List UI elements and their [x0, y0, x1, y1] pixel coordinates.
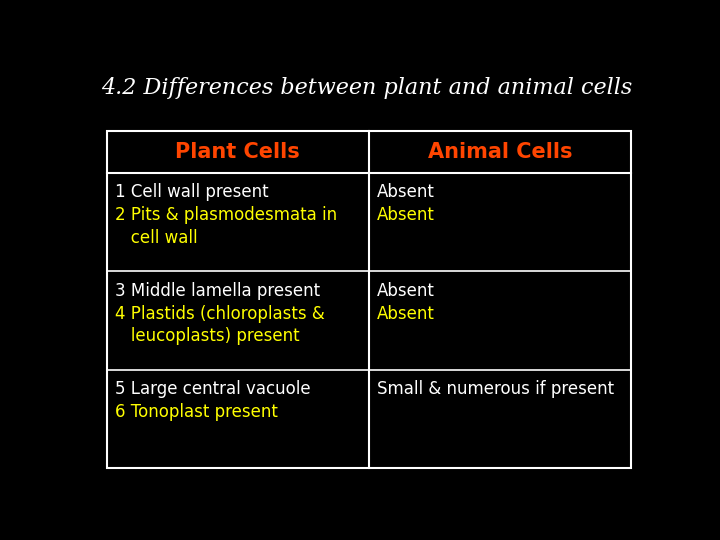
Text: 4 Plastids (chloroplasts &: 4 Plastids (chloroplasts & — [115, 305, 325, 322]
Text: 5 Large central vacuole: 5 Large central vacuole — [115, 380, 311, 398]
Text: cell wall: cell wall — [115, 229, 198, 247]
Text: Absent: Absent — [377, 282, 436, 300]
Text: Absent: Absent — [377, 206, 436, 224]
Text: 3 Middle lamella present: 3 Middle lamella present — [115, 282, 320, 300]
Text: Absent: Absent — [377, 183, 436, 201]
Text: Animal Cells: Animal Cells — [428, 142, 572, 162]
Text: 2 Pits & plasmodesmata in: 2 Pits & plasmodesmata in — [115, 206, 337, 224]
Text: Plant Cells: Plant Cells — [176, 142, 300, 162]
Text: 6 Tonoplast present: 6 Tonoplast present — [115, 403, 278, 421]
FancyBboxPatch shape — [107, 131, 631, 468]
Text: 4.2 Differences between plant and animal cells: 4.2 Differences between plant and animal… — [101, 77, 632, 99]
Text: Absent: Absent — [377, 305, 436, 322]
Text: 1 Cell wall present: 1 Cell wall present — [115, 183, 269, 201]
Text: Small & numerous if present: Small & numerous if present — [377, 380, 614, 398]
Text: leucoplasts) present: leucoplasts) present — [115, 327, 300, 346]
